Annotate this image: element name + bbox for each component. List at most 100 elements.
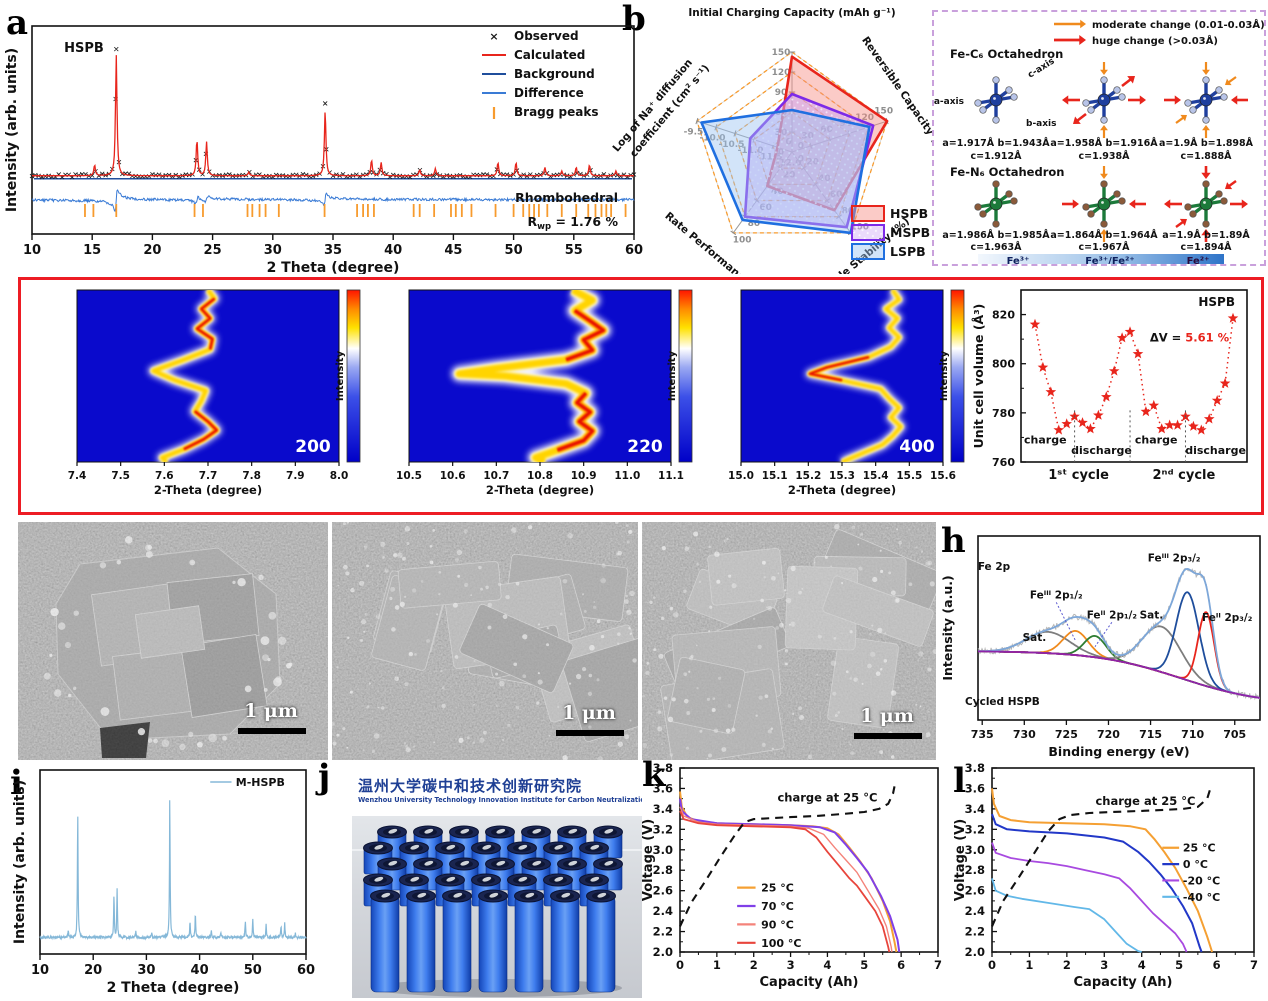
svg-text:800: 800 [992, 358, 1015, 371]
svg-text:Rhombohedral: Rhombohedral [515, 190, 618, 205]
svg-text:3.4: 3.4 [965, 802, 985, 816]
insitu-xrd-panel: 7.4 7.5 7.6 7.7 7.8 7.9 8.0 2-Theta (degree) 200… [18, 277, 1264, 515]
svg-text:LSPB: LSPB [890, 244, 926, 259]
svg-text:730: 730 [1013, 728, 1036, 741]
svg-text:7.7: 7.7 [199, 470, 218, 482]
svg-text:2 Theta (degree): 2 Theta (degree) [107, 980, 240, 996]
svg-text:a=1.864Å b=1.964Å: a=1.864Å b=1.964Å [1050, 230, 1158, 241]
scale-bar-label-g: 1 μm [860, 705, 914, 727]
svg-text:2.2: 2.2 [653, 925, 673, 939]
svg-text:30: 30 [264, 243, 282, 258]
svg-text:Feᴵᴵ 2p₃/₂: Feᴵᴵ 2p₃/₂ [1202, 612, 1253, 624]
svg-text:-40 °C: -40 °C [1183, 891, 1220, 904]
svg-text:Calculated: Calculated [514, 48, 585, 62]
svg-text:10.6: 10.6 [440, 470, 466, 482]
svg-text:Capacity (Ah): Capacity (Ah) [1074, 975, 1173, 990]
svg-text:200: 200 [295, 437, 331, 457]
svg-text:c=1.963Å: c=1.963Å [971, 242, 1023, 253]
svg-text:15.1: 15.1 [762, 470, 788, 482]
xrd-refinement-chart: 10 15 20 25 30 35 40 45 50 55 60 2 Theta (degree) In… [4, 25, 643, 274]
svg-text:705: 705 [1223, 728, 1246, 741]
svg-text:charge: charge [1024, 434, 1067, 447]
panel-letter-k: k [642, 755, 666, 795]
svg-text:3.6: 3.6 [653, 781, 673, 795]
svg-text:2-Theta (degree): 2-Theta (degree) [154, 483, 262, 497]
svg-text:20: 20 [84, 963, 102, 978]
svg-text:5: 5 [860, 958, 868, 972]
svg-text:-10.5: -10.5 [719, 140, 745, 150]
svg-text:Feᴵᴵ 2p₁/₂: Feᴵᴵ 2p₁/₂ [1087, 609, 1138, 621]
svg-text:2ⁿᵈ cycle: 2ⁿᵈ cycle [1152, 468, 1215, 483]
svg-text:15.4: 15.4 [863, 470, 889, 482]
svg-text:c=1.912Å: c=1.912Å [971, 151, 1023, 162]
svg-text:780: 780 [992, 407, 1015, 420]
svg-text:Intensity (a.u.): Intensity (a.u.) [940, 575, 955, 680]
svg-text:Fe³⁺/Fe²⁺: Fe³⁺/Fe²⁺ [1085, 256, 1134, 264]
svg-text:Sat.: Sat. [1023, 632, 1047, 644]
svg-text:MSPB: MSPB [890, 225, 930, 240]
institute-name-cn: 温州大学碳中和技术创新研究院 [358, 776, 583, 795]
svg-text:7.6: 7.6 [155, 470, 174, 482]
svg-text:15.3: 15.3 [829, 470, 855, 482]
svg-text:Initial Charging Capacity (mAh: Initial Charging Capacity (mAh g⁻¹) [688, 7, 895, 19]
svg-text:Difference: Difference [514, 86, 584, 100]
svg-text:Feᴵᴵᴵ 2p₃/₂: Feᴵᴵᴵ 2p₃/₂ [1148, 552, 1201, 564]
xps-chart: 735 730 725 720 715 710 705 Binding energy (eV)… [940, 535, 1261, 759]
svg-text:5: 5 [1175, 958, 1183, 972]
svg-text:Fe 2p: Fe 2p [978, 561, 1011, 573]
svg-text:40: 40 [384, 243, 402, 258]
svg-text:c=1.888Å: c=1.888Å [1181, 151, 1233, 162]
svg-text:2.0: 2.0 [965, 945, 985, 959]
svg-text:2.4: 2.4 [965, 904, 985, 918]
scale-bar-label-e: 1 μm [244, 700, 298, 722]
svg-text:3: 3 [1100, 958, 1108, 972]
svg-text:HSPB: HSPB [1198, 295, 1235, 309]
battery-photo-panel: 温州大学碳中和技术创新研究院 Wenzhou University Techno… [352, 762, 642, 998]
insitu-xrd-charts: 7.4 7.5 7.6 7.7 7.8 7.9 8.0 2-Theta (degree) 200… [68, 289, 1248, 497]
svg-text:c=1.938Å: c=1.938Å [1079, 151, 1131, 162]
svg-text:Bragg peaks: Bragg peaks [514, 105, 598, 119]
svg-text:15.5: 15.5 [896, 470, 922, 482]
svg-text:7: 7 [934, 958, 942, 972]
svg-text:1: 1 [713, 958, 721, 972]
svg-text:2: 2 [1063, 958, 1071, 972]
svg-text:×: × [489, 30, 498, 43]
svg-text:2-Theta (degree): 2-Theta (degree) [486, 483, 594, 497]
svg-text:c=1.894Å: c=1.894Å [1181, 242, 1233, 253]
svg-text:0: 0 [988, 958, 996, 972]
svg-text:2.6: 2.6 [653, 884, 673, 898]
svg-text:6: 6 [1213, 958, 1221, 972]
svg-text:90: 90 [775, 88, 788, 98]
svg-text:3.0: 3.0 [965, 843, 985, 857]
svg-text:25 °C: 25 °C [1183, 842, 1216, 855]
svg-text:Binding energy (eV): Binding energy (eV) [1048, 744, 1189, 759]
svg-text:Rwp = 1.76 %: Rwp = 1.76 % [528, 214, 619, 232]
svg-text:820: 820 [992, 309, 1015, 322]
svg-text:M-HSPB: M-HSPB [236, 776, 285, 789]
svg-text:Fe³⁺: Fe³⁺ [1007, 256, 1030, 264]
svg-text:11.0: 11.0 [614, 470, 640, 482]
sem-image-g [642, 522, 936, 760]
svg-text:2 Theta (degree): 2 Theta (degree) [267, 260, 400, 274]
svg-text:10: 10 [31, 963, 49, 978]
svg-text:a=1.917Å b=1.943Å: a=1.917Å b=1.943Å [942, 138, 1050, 149]
svg-text:2-Theta (degree): 2-Theta (degree) [788, 483, 896, 497]
svg-text:100: 100 [733, 235, 752, 245]
svg-text:4: 4 [823, 958, 831, 972]
svg-text:15.2: 15.2 [795, 470, 821, 482]
svg-text:715: 715 [1139, 728, 1162, 741]
svg-text:4: 4 [1138, 958, 1146, 972]
svg-text:a=1.958Å b=1.916Å: a=1.958Å b=1.916Å [1050, 138, 1158, 149]
svg-text:2.6: 2.6 [965, 884, 985, 898]
svg-text:30: 30 [137, 963, 155, 978]
svg-text:Intensity (arb. units): Intensity (arb. units) [4, 48, 20, 212]
svg-text:3.0: 3.0 [653, 843, 673, 857]
panel-letter-b: b [622, 0, 646, 39]
svg-text:charge at 25 °C: charge at 25 °C [1095, 794, 1195, 808]
svg-text:Intensity: Intensity [667, 350, 678, 401]
svg-text:80: 80 [748, 219, 761, 229]
svg-text:3.8: 3.8 [653, 761, 673, 775]
svg-text:3.2: 3.2 [965, 822, 985, 836]
svg-text:Intensity: Intensity [939, 350, 950, 401]
svg-text:15.0: 15.0 [728, 470, 754, 482]
